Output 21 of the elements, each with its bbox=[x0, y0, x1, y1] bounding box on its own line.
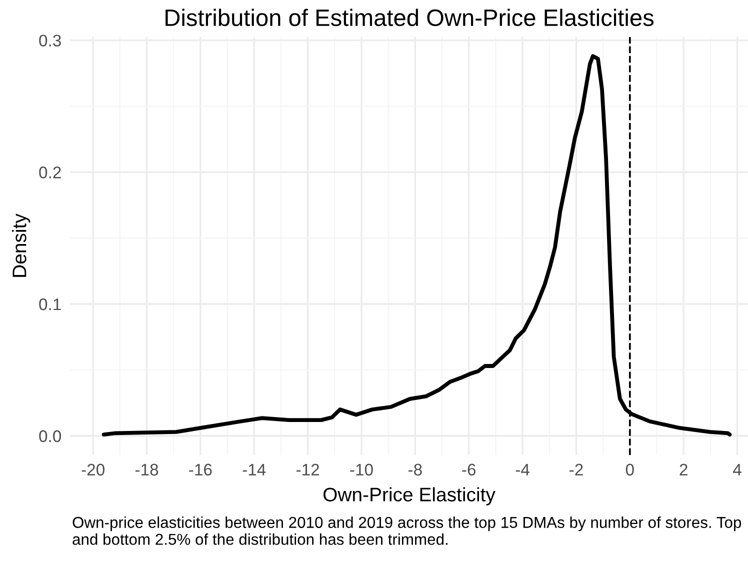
x-tick-label: -6 bbox=[462, 464, 476, 476]
x-tick-label: -16 bbox=[189, 464, 212, 476]
x-tick-label: 2 bbox=[680, 464, 688, 476]
y-tick-label: 0.3 bbox=[39, 34, 61, 46]
x-tick-label: -18 bbox=[135, 464, 158, 476]
x-tick-label: -14 bbox=[242, 464, 266, 476]
x-tick-label: -4 bbox=[516, 464, 530, 476]
x-tick-label: -12 bbox=[296, 464, 320, 476]
y-tick-label: 0.1 bbox=[39, 298, 61, 310]
x-tick-label: 0 bbox=[626, 464, 634, 476]
y-tick-label: 0.0 bbox=[39, 430, 62, 442]
y-axis-title: Density bbox=[12, 214, 30, 277]
x-tick-label: 4 bbox=[733, 464, 742, 476]
x-axis-title: Own-Price Elasticity bbox=[323, 487, 496, 506]
x-tick-label: -2 bbox=[570, 464, 583, 476]
x-tick-label: -20 bbox=[82, 464, 104, 476]
chart-title: Distribution of Estimated Own-Price Elasticities bbox=[166, 8, 654, 26]
x-tick-label: -10 bbox=[350, 464, 373, 476]
text: Own-price elasticities between 2010 and 2019 across the top 15 DMAs by number of stores. Top and bottom 2.5% of the distribution has been trimmed. bbox=[72, 516, 742, 545]
y-tick-label: 0.2 bbox=[39, 166, 61, 178]
x-tick-label: -8 bbox=[408, 464, 422, 476]
